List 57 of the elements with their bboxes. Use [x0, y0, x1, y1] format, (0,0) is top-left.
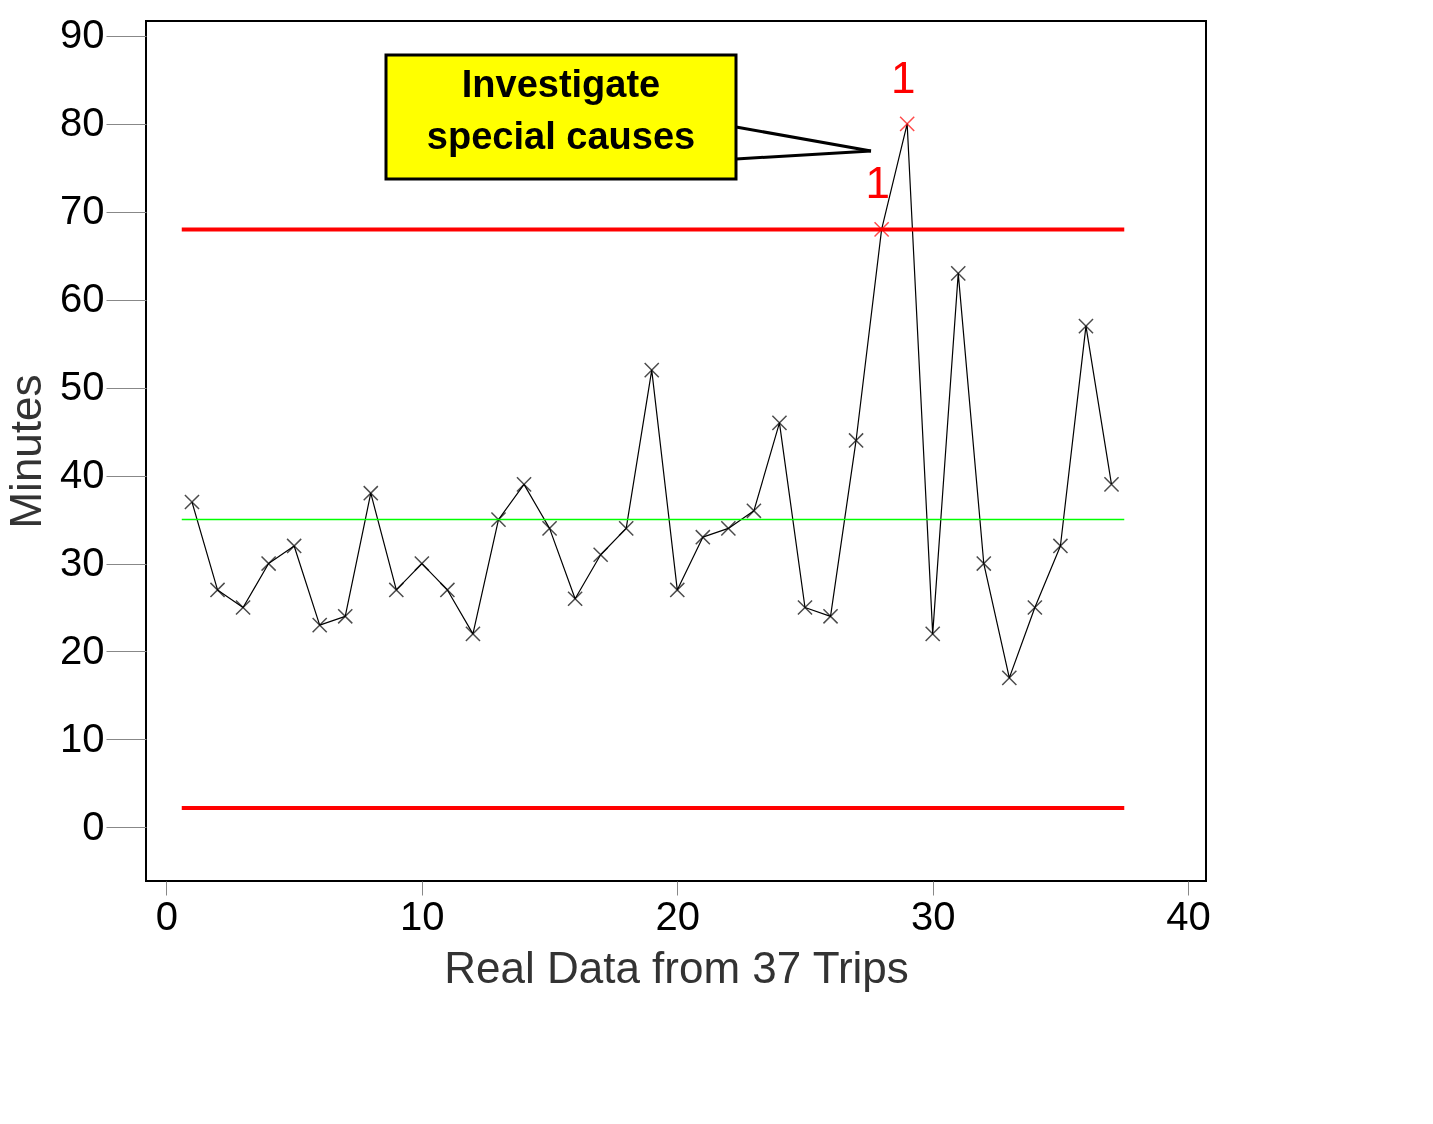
point [924, 626, 941, 642]
x-tick-label: 30 [910, 893, 956, 938]
point [567, 590, 583, 607]
point [695, 529, 711, 545]
point [184, 494, 200, 510]
point [490, 511, 507, 528]
point [720, 520, 737, 537]
point [541, 520, 558, 537]
annotation: 1 [890, 52, 916, 102]
point [311, 617, 328, 633]
point [235, 599, 251, 616]
point [209, 582, 226, 598]
x-tick-label: 0 [155, 893, 179, 938]
point [950, 265, 967, 282]
point [899, 116, 915, 132]
y-tick-label: 60 [60, 276, 105, 321]
point [439, 582, 456, 598]
point [465, 626, 481, 642]
point [1078, 318, 1094, 334]
point [260, 555, 277, 572]
point [1027, 599, 1043, 616]
x-tick-label: 40 [1166, 893, 1211, 938]
point [873, 221, 890, 238]
point [286, 538, 302, 554]
y-tick-label: 0 [82, 803, 105, 848]
point [797, 599, 813, 616]
point [414, 555, 430, 572]
y-tick-label: 40 [60, 452, 105, 497]
x-axis-title: Real Data from 37 Trips [444, 942, 909, 992]
point [516, 476, 532, 493]
point [975, 555, 992, 572]
y-tick-label: 80 [60, 100, 105, 145]
point [592, 546, 609, 563]
point [618, 520, 635, 537]
point [1052, 538, 1069, 554]
point [643, 362, 660, 378]
point [1001, 670, 1018, 686]
point [848, 432, 864, 449]
point [822, 608, 839, 625]
point [669, 582, 686, 598]
point [1103, 476, 1120, 493]
y-tick-label: 20 [60, 627, 105, 672]
x-tick-label: 20 [655, 893, 701, 938]
y-tick-label: 90 [60, 12, 105, 57]
point [388, 582, 405, 598]
x-tick-label: 10 [400, 893, 445, 938]
annotation: Investigate special causes [426, 63, 696, 157]
y-axis-title: Minutes [1, 374, 51, 529]
point [746, 502, 762, 519]
y-tick-label: 70 [60, 188, 105, 233]
annotation: 1 [865, 158, 890, 208]
y-tick-label: 50 [60, 364, 105, 409]
point [362, 485, 379, 502]
point [337, 608, 354, 625]
point [771, 415, 788, 431]
y-tick-label: 10 [60, 715, 105, 760]
y-tick-label: 30 [60, 540, 105, 585]
